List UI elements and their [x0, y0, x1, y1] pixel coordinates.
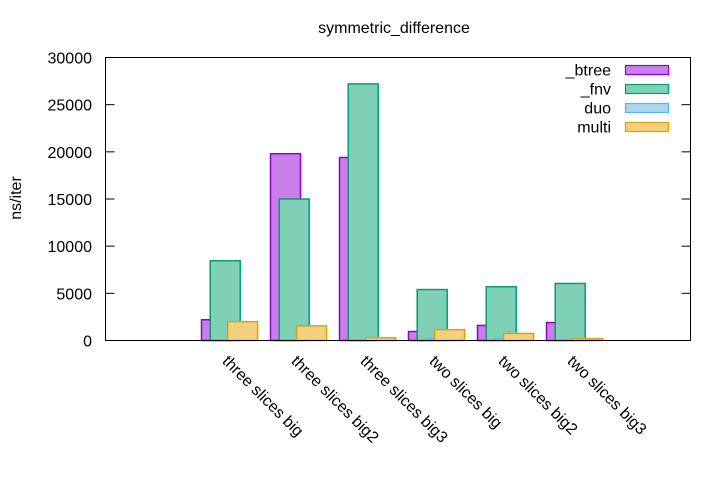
legend-label: _btree [565, 63, 611, 80]
y-tick-label: 15000 [48, 192, 93, 209]
legend-swatch [624, 102, 670, 114]
bar-fnv-1 [278, 198, 310, 342]
chart-title: symmetric_difference [318, 20, 470, 37]
y-tick-label: 5000 [56, 286, 92, 303]
y-tick-label: 0 [83, 334, 92, 351]
bar-multi-3 [433, 328, 466, 342]
legend-label: duo [584, 101, 611, 118]
x-tick-label: two slices big [426, 353, 505, 432]
y-tick-label: 10000 [48, 239, 93, 256]
legend-swatch [624, 83, 670, 95]
legend-swatch [624, 64, 670, 76]
y-tick-label: 30000 [48, 51, 93, 68]
bar-multi-4 [502, 332, 535, 342]
bar-fnv-5 [554, 282, 586, 342]
y-tick-label: 20000 [48, 145, 93, 162]
y-axis: 0 5000 10000 15000 20000 25000 30000 [48, 51, 691, 351]
legend-label: _fnv [580, 82, 611, 99]
bar-multi-0 [226, 320, 259, 342]
bar-fnv-4 [485, 285, 517, 342]
y-axis-label: ns/iter [8, 176, 25, 220]
legend-swatch [624, 121, 670, 133]
bar-multi-1 [295, 325, 328, 342]
bars-group [200, 83, 604, 342]
y-tick-label: 25000 [48, 98, 93, 115]
bar-fnv-0 [209, 260, 241, 342]
bar-fnv-2 [347, 83, 379, 342]
legend-label: multi [577, 120, 611, 137]
